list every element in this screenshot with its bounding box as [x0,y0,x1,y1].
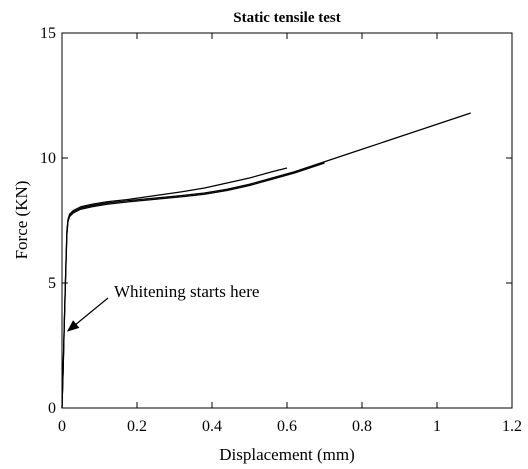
annotation-text: Whitening starts here [114,282,259,301]
y-tick-label: 5 [48,275,56,292]
series-line-3 [61,162,325,409]
x-tick-label: 1 [433,418,441,435]
y-axis-label: Force (KN) [12,181,31,260]
x-tick-label: 0 [58,418,66,435]
x-tick-label: 0.4 [202,418,222,435]
x-tick-label: 0.8 [352,418,372,435]
series-lines [61,112,471,409]
plot-area-frame [61,32,513,409]
x-tick-label: 1.2 [502,418,522,435]
y-tick-label: 10 [40,150,56,167]
x-axis-label: Displacement (mm) [219,445,355,464]
y-tick-label: 0 [48,400,56,417]
x-axis: 0 0.2 0.4 0.6 0.8 1 1.2 [58,33,522,435]
x-tick-label: 0.2 [127,418,147,435]
annotation-arrow [66,297,109,332]
annotations: Whitening starts here [66,282,259,332]
chart-title: Static tensile test [233,10,340,26]
y-axis: 0 5 10 15 [40,25,512,417]
series-line-1 [61,112,471,409]
y-tick-label: 15 [40,25,56,42]
x-tick-label: 0.6 [277,418,297,435]
